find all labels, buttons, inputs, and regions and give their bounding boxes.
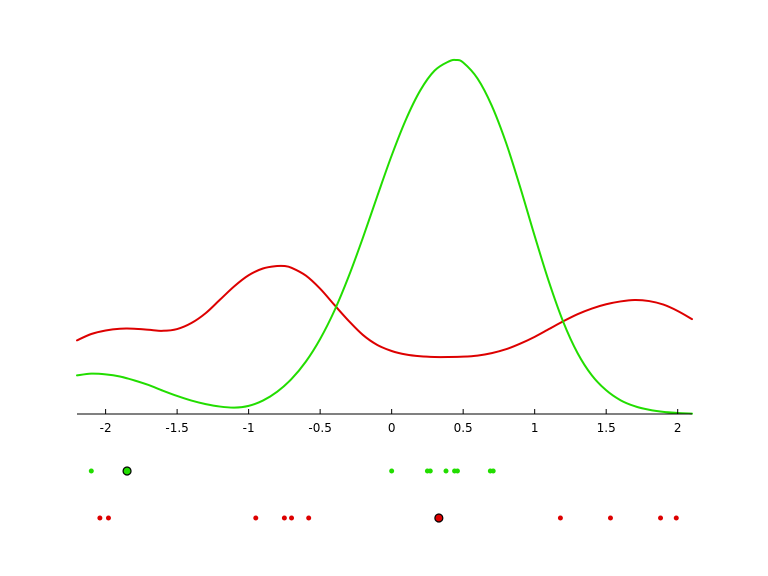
- red-sample-point: [281, 515, 287, 521]
- x-tick-label: -1: [243, 421, 255, 435]
- x-tick-label: -2: [100, 421, 112, 435]
- red-sample-point: [306, 515, 312, 521]
- red-sample-point: [673, 515, 679, 521]
- x-tick-label: -0.5: [308, 421, 331, 435]
- green-sample-point: [88, 468, 94, 474]
- red-sample-point: [607, 515, 613, 521]
- x-tick-label: 1: [531, 421, 539, 435]
- green-sample-point: [427, 468, 433, 474]
- green-density-curve: [76, 58, 693, 415]
- x-tick-label: 0.5: [454, 421, 473, 435]
- x-ticks: -2 -1.5 -1 -0.5 0 0.5 1 1.5 2: [100, 409, 682, 435]
- green-sample-point: [454, 468, 460, 474]
- green-sample-point: [443, 468, 449, 474]
- points-layer: [88, 466, 679, 523]
- red-density-curve: [76, 264, 693, 359]
- red-sample-point: [658, 515, 664, 521]
- red-sample-point: [97, 515, 103, 521]
- x-tick-label: 2: [674, 421, 682, 435]
- green-sample-point: [389, 468, 395, 474]
- red-sample-point: [557, 515, 563, 521]
- red-sample-point: [253, 515, 259, 521]
- red-sample-point: [105, 515, 111, 521]
- x-tick-label: 0: [388, 421, 396, 435]
- green-sample-point-highlight: [122, 466, 132, 476]
- red-sample-point: [289, 515, 295, 521]
- red-sample-point-highlight: [434, 513, 444, 523]
- x-tick-label: 1.5: [597, 421, 616, 435]
- x-tick-label: -1.5: [165, 421, 188, 435]
- curves-layer: [76, 58, 693, 415]
- green-sample-point: [490, 468, 496, 474]
